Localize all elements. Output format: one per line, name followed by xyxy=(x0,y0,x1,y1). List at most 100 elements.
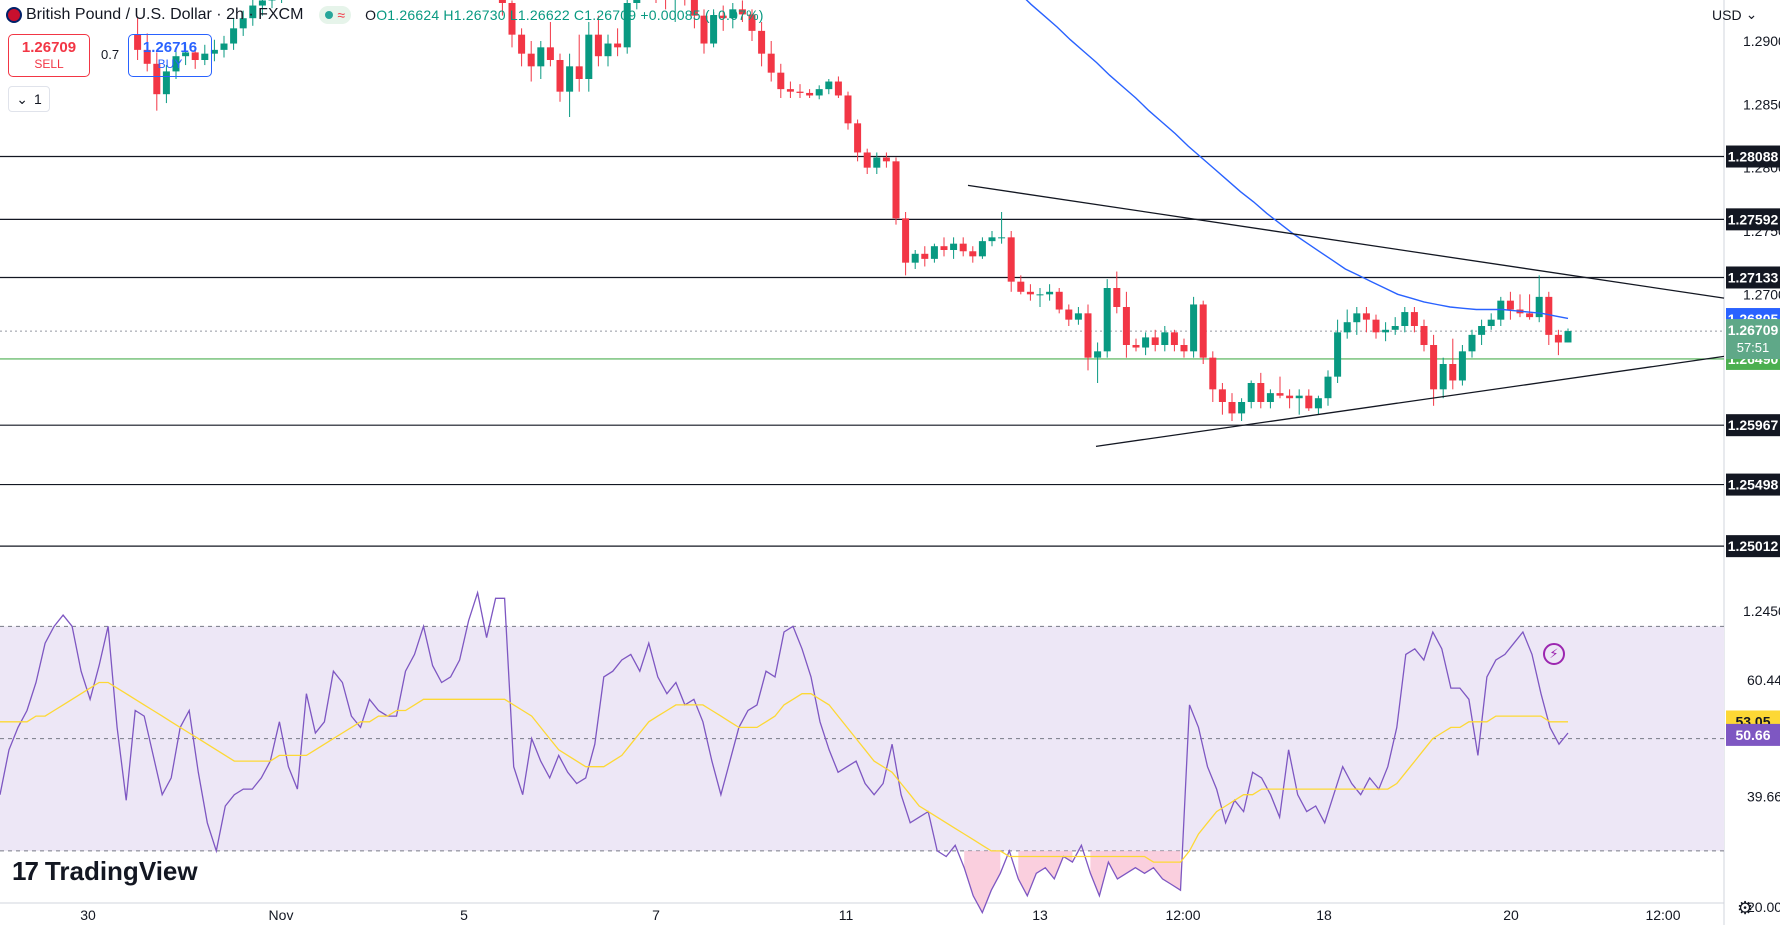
candle-body xyxy=(1113,288,1121,307)
sell-button[interactable]: 1.26709 SELL xyxy=(8,34,90,77)
rsi-tick-label: 20.00 xyxy=(1747,899,1780,915)
candle-body xyxy=(969,251,977,257)
candle-body xyxy=(921,253,929,259)
buy-button[interactable]: 1.26716 BUY xyxy=(128,34,212,77)
rsi-line xyxy=(0,590,1569,915)
buy-price: 1.26716 xyxy=(142,39,198,56)
rsi-panel xyxy=(0,590,1724,915)
candle-body xyxy=(988,237,996,242)
tradingview-logo[interactable]: 17 TradingView xyxy=(12,856,198,887)
rsi-oversold-fill xyxy=(1018,850,1073,896)
market-open-dot-icon xyxy=(325,11,334,19)
ohlc-open-value: O1.26624 xyxy=(376,7,440,23)
candle-body xyxy=(806,92,814,96)
rsi-oversold-fill xyxy=(964,850,1001,913)
wave-icon: ≈ xyxy=(337,7,346,23)
time-tick-label: 13 xyxy=(1032,907,1048,923)
tradingview-wordmark: TradingView xyxy=(44,856,198,886)
candle-body xyxy=(1439,364,1447,390)
level-price-label: 1.27133 xyxy=(1726,266,1780,289)
market-status-pill[interactable]: ≈ xyxy=(319,6,352,24)
last-price-bg xyxy=(1726,319,1780,360)
candle-body xyxy=(815,89,823,96)
candle-body xyxy=(498,0,506,3)
candle-body xyxy=(1305,395,1313,409)
ohlc-high: H1.26730 xyxy=(443,7,506,23)
resistance-trendline[interactable] xyxy=(967,184,1725,299)
level-price-label-bg xyxy=(1726,145,1780,168)
level-price-label-bg xyxy=(1726,535,1780,558)
level-price-label: 1.25967 xyxy=(1726,414,1780,437)
time-tick-label: 11 xyxy=(839,907,854,923)
candle-body xyxy=(729,9,737,19)
candle-body xyxy=(546,47,554,60)
candle-body xyxy=(210,49,218,54)
candle-body xyxy=(1458,351,1466,381)
time-tick-label: 20 xyxy=(1503,907,1519,923)
level-price-label-text: 1.25498 xyxy=(1728,477,1779,493)
ohlc-close: C1.26709 xyxy=(573,7,637,23)
time-tick-label: 18 xyxy=(1316,907,1332,923)
candle-body xyxy=(758,30,766,54)
candle-body xyxy=(537,47,545,67)
bar-countdown: 57:51 xyxy=(1737,340,1770,355)
price-tick-label: 1.27000 xyxy=(1743,286,1780,302)
candle-body xyxy=(1084,313,1092,358)
candle-body xyxy=(1199,304,1207,358)
quantity-selector[interactable]: ⌄ 1 xyxy=(8,86,50,112)
candle-body xyxy=(1065,309,1073,320)
candle-body xyxy=(1103,288,1111,352)
candle-body xyxy=(959,243,967,252)
level-price-label-text: 1.25012 xyxy=(1728,538,1779,554)
last-price-label: 1.26709 xyxy=(1728,322,1779,338)
candle-body xyxy=(930,246,938,259)
candle-body xyxy=(1372,319,1380,333)
candle-body xyxy=(1487,319,1495,326)
candle-body xyxy=(143,49,151,64)
candle-body xyxy=(1046,291,1054,295)
candle-body xyxy=(153,63,161,95)
candle-body xyxy=(1314,398,1322,409)
candle-body xyxy=(1382,329,1390,333)
candle-body xyxy=(1324,376,1332,399)
candle-body xyxy=(1151,337,1159,345)
sell-label: SELL xyxy=(34,57,64,71)
candle-body xyxy=(777,72,785,90)
candle-body xyxy=(738,9,746,15)
candle-body xyxy=(1295,395,1303,399)
candle-body xyxy=(566,66,574,92)
settings-gear-icon[interactable]: ⚙ xyxy=(1737,898,1754,918)
candle-body xyxy=(201,53,209,60)
candle-body xyxy=(230,28,238,44)
candle-body xyxy=(998,237,1006,239)
axis-layer: 1.290001.285001.280001.275001.270001.265… xyxy=(80,33,1780,923)
candle-body xyxy=(585,34,593,79)
lightning-alert-icon[interactable]: ⚡ xyxy=(1543,643,1565,665)
quantity-value: 1 xyxy=(33,91,42,107)
tradingview-mark-icon: 17 xyxy=(12,856,39,886)
candle-body xyxy=(1190,304,1198,352)
price-tick-label: 1.29000 xyxy=(1743,33,1780,49)
price-panel xyxy=(0,0,1725,547)
candle-body xyxy=(1535,296,1543,318)
buy-label: BUY xyxy=(157,57,183,71)
candle-body xyxy=(1276,393,1284,396)
candle-body xyxy=(863,152,871,168)
ohlc-open: O xyxy=(365,7,377,23)
symbol-title[interactable]: British Pound / U.S. Dollar · 2h · FXCM xyxy=(26,6,304,23)
rsi-ma-line xyxy=(0,681,1568,863)
moving-average-line xyxy=(1025,0,1569,320)
candle-body xyxy=(162,71,170,95)
ohlc-values: OO1.26624 H1.26730 L1.26622 C1.26709 +0.… xyxy=(365,7,764,23)
candle-body xyxy=(1391,326,1399,330)
candle-body xyxy=(690,0,698,16)
candle-body xyxy=(1094,351,1102,358)
candle-body xyxy=(1161,332,1169,345)
support-trendline[interactable] xyxy=(1095,355,1725,447)
currency-selector[interactable]: USD ⌄ xyxy=(1712,6,1757,23)
candle-body xyxy=(873,157,881,168)
candle-body xyxy=(1334,332,1342,377)
level-price-label-bg xyxy=(1726,473,1780,496)
candle-body xyxy=(1545,296,1553,335)
